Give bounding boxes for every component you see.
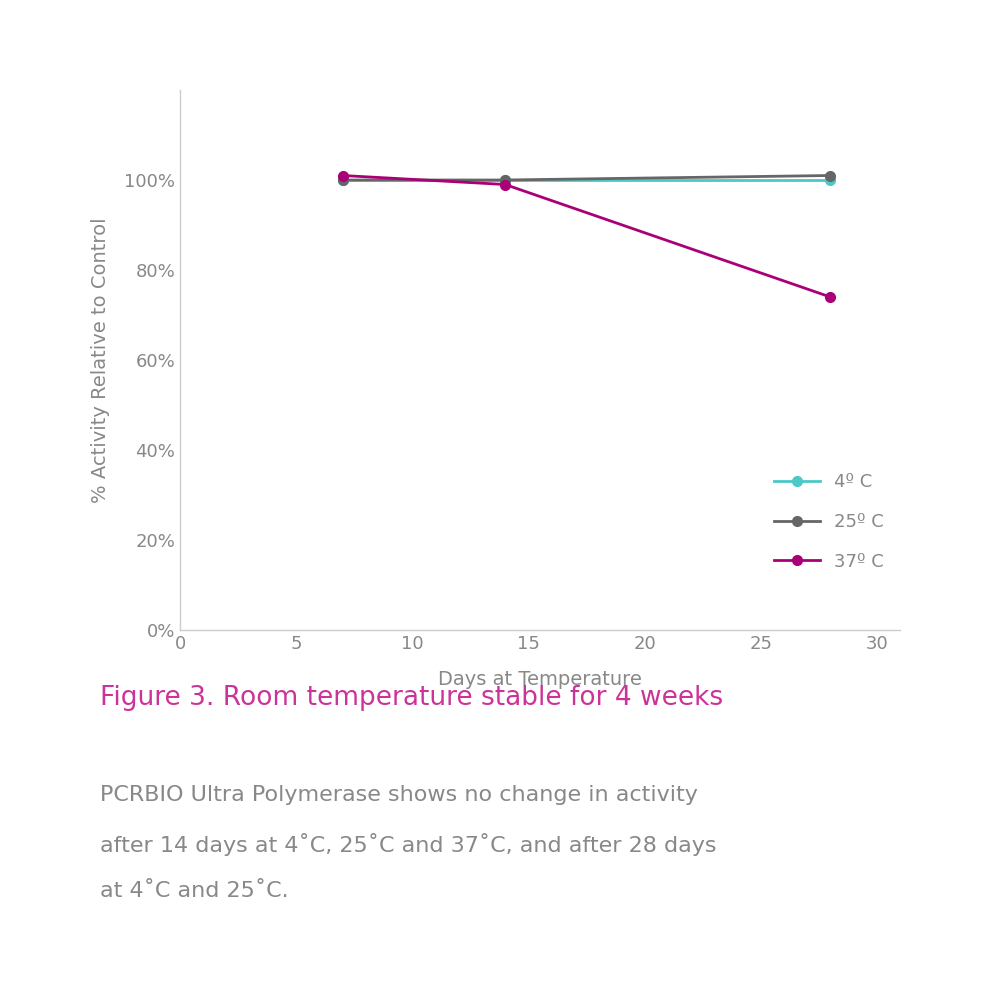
Line: 4º C: 4º C bbox=[338, 175, 835, 185]
37º C bbox=[824, 291, 836, 303]
Text: at 4˚C and 25˚C.: at 4˚C and 25˚C. bbox=[100, 881, 289, 901]
Text: Figure 3. Room temperature stable for 4 weeks: Figure 3. Room temperature stable for 4 … bbox=[100, 685, 723, 711]
Text: after 14 days at 4˚C, 25˚C and 37˚C, and after 28 days: after 14 days at 4˚C, 25˚C and 37˚C, and… bbox=[100, 833, 716, 856]
Y-axis label: % Activity Relative to Control: % Activity Relative to Control bbox=[91, 217, 110, 503]
Text: PCRBIO Ultra Polymerase shows no change in activity: PCRBIO Ultra Polymerase shows no change … bbox=[100, 785, 698, 805]
4º C bbox=[337, 174, 349, 186]
37º C bbox=[337, 169, 349, 182]
Line: 37º C: 37º C bbox=[338, 171, 835, 302]
25º C bbox=[499, 174, 511, 186]
Legend: 4º C, 25º C, 37º C: 4º C, 25º C, 37º C bbox=[767, 466, 891, 578]
Line: 25º C: 25º C bbox=[338, 171, 835, 185]
4º C bbox=[824, 174, 836, 186]
25º C bbox=[337, 174, 349, 186]
X-axis label: Days at Temperature: Days at Temperature bbox=[438, 670, 642, 689]
4º C bbox=[499, 174, 511, 186]
25º C bbox=[824, 169, 836, 182]
37º C bbox=[499, 178, 511, 190]
